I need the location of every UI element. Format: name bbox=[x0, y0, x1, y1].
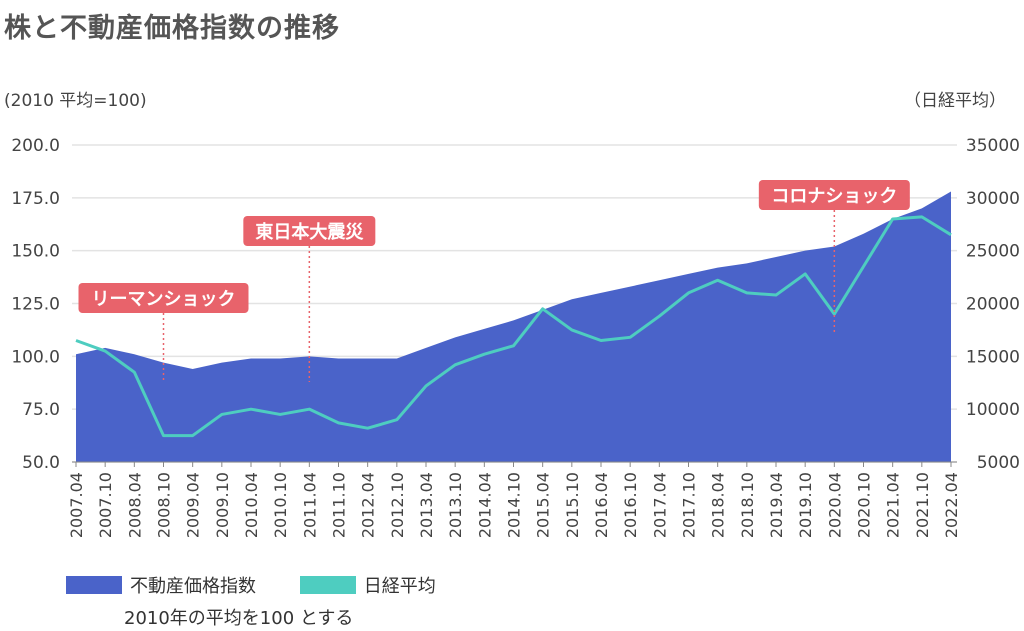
real-estate-area bbox=[76, 191, 951, 462]
legend-item-nikkei[interactable]: 日経平均 bbox=[299, 572, 436, 598]
x-tick-label: 2014.04 bbox=[475, 472, 494, 538]
x-tick-label: 2016.04 bbox=[592, 472, 611, 538]
legend-label-nikkei: 日経平均 bbox=[363, 576, 436, 597]
x-tick-label: 2017.10 bbox=[680, 472, 699, 538]
x-tick-label: 2018.10 bbox=[738, 472, 757, 538]
x-tick-label: 2021.10 bbox=[913, 472, 932, 538]
x-tick-label: 2014.10 bbox=[505, 472, 524, 538]
legend-item-real-estate[interactable]: 不動産価格指数 bbox=[66, 572, 256, 598]
x-tick-label: 2015.04 bbox=[534, 472, 553, 538]
annotation-box bbox=[78, 283, 249, 313]
annotation-box bbox=[758, 180, 910, 210]
chart-title: 株と不動産価格指数の推移 bbox=[4, 13, 340, 44]
x-tick-label: 2008.10 bbox=[155, 472, 174, 538]
x-tick-label: 2020.04 bbox=[825, 472, 844, 538]
x-tick-label: 2011.04 bbox=[300, 472, 319, 538]
x-tick-label: 2020.10 bbox=[855, 472, 874, 538]
x-tick-label: 2019.10 bbox=[796, 472, 815, 538]
y-left-tick-label: 100.0 bbox=[11, 347, 60, 367]
x-tick-label: 2018.04 bbox=[709, 472, 728, 538]
annotation-label: コロナショック bbox=[771, 186, 897, 207]
y-right-tick-label: 30000 bbox=[966, 189, 1020, 209]
left-axis-unit: (2010 平均=100) bbox=[4, 91, 147, 111]
x-tick-label: 2007.04 bbox=[67, 472, 86, 538]
y-left-tick-label: 75.0 bbox=[22, 400, 60, 420]
x-tick-label: 2022.04 bbox=[942, 472, 961, 538]
y-right-tick-label: 35000 bbox=[966, 136, 1020, 156]
x-tick-label: 2012.10 bbox=[388, 472, 407, 538]
x-tick-label: 2007.10 bbox=[96, 472, 115, 538]
legend-swatch-area bbox=[66, 576, 122, 594]
x-tick-label: 2013.04 bbox=[417, 472, 436, 538]
y-right-tick-label: 15000 bbox=[966, 347, 1020, 367]
y-left-tick-label: 150.0 bbox=[11, 242, 60, 262]
x-tick-label: 2013.10 bbox=[446, 472, 465, 538]
x-tick-label: 2010.04 bbox=[242, 472, 261, 538]
x-tick-label: 2019.04 bbox=[767, 472, 786, 538]
x-tick-label: 2017.04 bbox=[650, 472, 669, 538]
x-tick-label: 2021.04 bbox=[884, 472, 903, 538]
legend-swatch-line bbox=[299, 576, 356, 594]
y-right-tick-label: 10000 bbox=[966, 400, 1020, 420]
x-tick-label: 2015.10 bbox=[563, 472, 582, 538]
x-tick-label: 2009.10 bbox=[213, 472, 232, 538]
x-tick-label: 2009.04 bbox=[184, 472, 203, 538]
x-tick-label: 2012.04 bbox=[359, 472, 378, 538]
y-right-tick-label: 5000 bbox=[977, 453, 1020, 473]
nikkei-line bbox=[75, 215, 952, 438]
y-left-tick-label: 200.0 bbox=[11, 136, 60, 156]
annotation-label: リーマンショック bbox=[92, 289, 236, 310]
right-axis-unit: （日経平均） bbox=[904, 91, 1006, 111]
x-tick-label: 2016.10 bbox=[621, 472, 640, 538]
y-left-tick-label: 50.0 bbox=[22, 453, 60, 473]
y-left-tick-label: 125.0 bbox=[11, 295, 60, 315]
legend: 不動産価格指数 日経平均 bbox=[66, 572, 474, 599]
x-tick-label: 2011.10 bbox=[330, 472, 349, 538]
legend-label-real-estate: 不動産価格指数 bbox=[130, 576, 256, 597]
annotation-box bbox=[243, 216, 376, 246]
x-tick-label: 2008.04 bbox=[125, 472, 144, 538]
footnote: 2010年の平均を100 とする bbox=[124, 608, 354, 629]
y-right-tick-label: 25000 bbox=[966, 242, 1020, 262]
x-tick-label: 2010.10 bbox=[271, 472, 290, 538]
annotation-label: 東日本大震災 bbox=[255, 221, 364, 243]
y-left-tick-label: 175.0 bbox=[11, 189, 60, 209]
y-right-tick-label: 20000 bbox=[966, 295, 1020, 315]
